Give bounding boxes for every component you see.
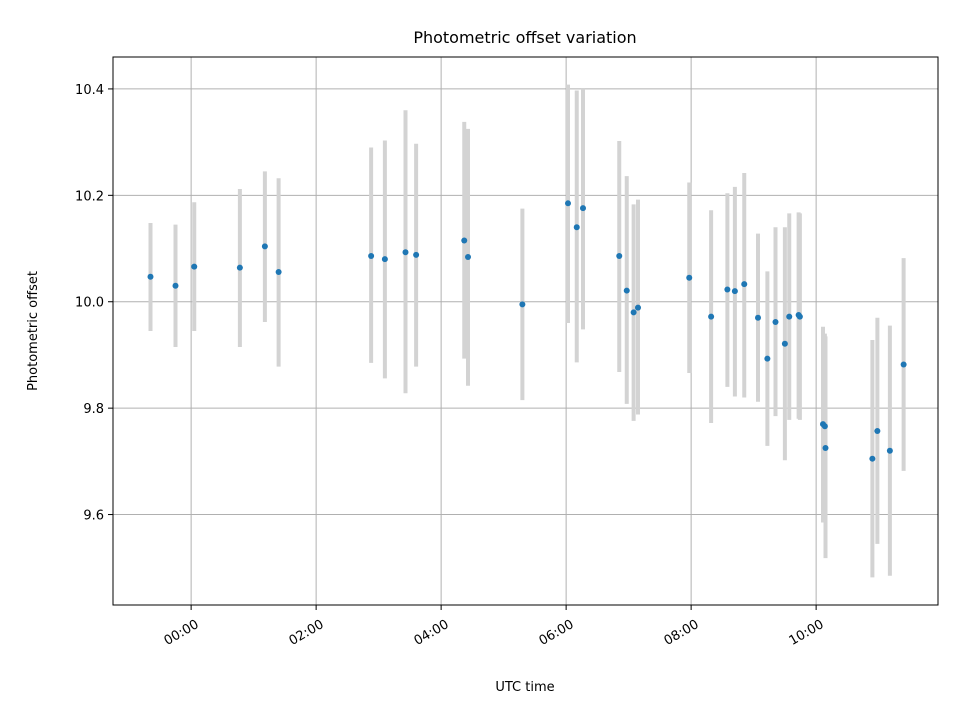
data-point bbox=[781, 340, 788, 347]
x-tick-label: 08:00 bbox=[662, 617, 702, 649]
data-point bbox=[900, 361, 907, 368]
data-point bbox=[635, 304, 641, 311]
data-point bbox=[741, 281, 748, 288]
data-point bbox=[764, 355, 771, 362]
data-point bbox=[381, 256, 388, 263]
x-tick-label: 04:00 bbox=[412, 617, 452, 649]
data-point bbox=[147, 273, 154, 280]
data-point bbox=[874, 428, 881, 435]
data-point bbox=[623, 287, 630, 294]
data-point bbox=[786, 313, 793, 320]
data-point bbox=[821, 423, 828, 430]
x-tick-label: 00:00 bbox=[162, 617, 202, 649]
data-point bbox=[172, 282, 179, 289]
data-point bbox=[731, 288, 738, 295]
x-tick-label: 06:00 bbox=[537, 617, 577, 649]
data-point bbox=[565, 200, 571, 207]
data-point bbox=[519, 301, 526, 308]
y-tick-label: 10.2 bbox=[75, 189, 104, 204]
y-tick-label: 9.8 bbox=[83, 402, 104, 417]
x-tick-label: 02:00 bbox=[287, 617, 327, 649]
y-tick-label: 10.4 bbox=[75, 83, 104, 98]
chart-title: Photometric offset variation bbox=[413, 28, 636, 47]
data-point bbox=[413, 251, 420, 258]
errorbar-layer bbox=[148, 84, 906, 578]
data-point bbox=[465, 254, 471, 261]
data-point bbox=[755, 314, 761, 321]
data-point bbox=[616, 252, 623, 259]
data-point bbox=[686, 274, 693, 281]
plot-frame bbox=[112, 56, 939, 606]
data-point bbox=[261, 243, 268, 250]
y-tick-label: 10.0 bbox=[75, 296, 104, 311]
grid-layer bbox=[113, 57, 938, 605]
point-layer bbox=[147, 200, 907, 462]
data-point bbox=[275, 268, 282, 275]
data-point bbox=[402, 249, 409, 256]
data-point bbox=[822, 445, 829, 452]
data-point bbox=[724, 286, 731, 293]
data-point bbox=[236, 264, 243, 271]
x-tick-label: 10:00 bbox=[787, 617, 827, 649]
data-point bbox=[869, 455, 876, 462]
data-point bbox=[708, 313, 715, 320]
y-axis-label: Photometric offset bbox=[26, 271, 41, 391]
x-axis-label: UTC time bbox=[495, 680, 554, 695]
data-point bbox=[772, 318, 779, 325]
data-point bbox=[580, 205, 586, 212]
data-point bbox=[191, 263, 198, 270]
data-point bbox=[630, 309, 637, 316]
data-point bbox=[573, 224, 580, 231]
tick-layer: 00:00 02:00 04:00 06:00 08:00 10:00 9.6 9.8 10.0… bbox=[75, 83, 826, 649]
data-point bbox=[461, 237, 468, 244]
data-point bbox=[886, 447, 893, 454]
data-point bbox=[368, 252, 375, 259]
y-tick-label: 9.6 bbox=[83, 509, 104, 524]
data-point bbox=[796, 313, 803, 320]
